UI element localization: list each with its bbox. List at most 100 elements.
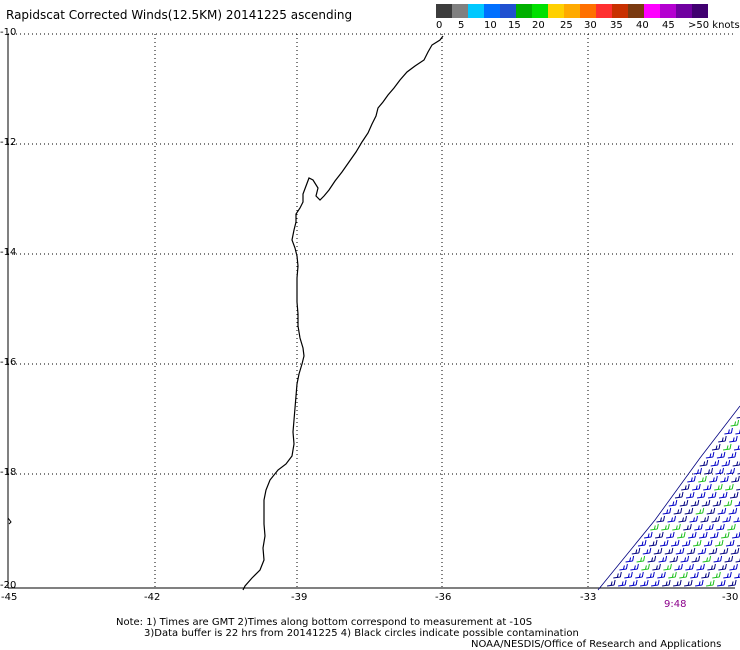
wind-barb	[706, 579, 715, 587]
wind-barbs	[7, 417, 740, 587]
wind-barb	[664, 547, 674, 555]
wind-barb	[695, 579, 704, 587]
wind-barb	[624, 571, 633, 579]
color-scale-labels: 0 5 10 15 20 25 30 35 40 45 >50 knots	[436, 18, 740, 32]
color-scale-label: 40	[636, 20, 649, 31]
wind-barb	[687, 475, 696, 483]
wind-barb	[629, 579, 638, 587]
wind-barb	[651, 579, 660, 587]
wind-barb	[661, 523, 670, 531]
wind-barb	[716, 451, 726, 459]
swath-edge	[597, 405, 740, 591]
wind-barb	[672, 523, 681, 531]
color-swatch	[660, 4, 676, 18]
wind-barb	[678, 515, 687, 523]
lon-label-45: -45	[1, 592, 18, 603]
wind-barb	[726, 467, 735, 475]
wind-barb	[685, 563, 694, 571]
color-swatch	[628, 4, 644, 18]
pass-time-label: 9:48	[664, 599, 687, 610]
wind-barb	[711, 515, 720, 523]
wind-barb	[673, 579, 682, 587]
wind-barb	[696, 563, 705, 571]
wind-barb	[722, 515, 731, 523]
wind-barb	[619, 563, 628, 571]
color-swatch	[596, 4, 612, 18]
wind-barb	[736, 417, 740, 419]
wind-barb	[675, 547, 685, 555]
lat-label-12: -12	[0, 137, 17, 148]
color-scale-label: 25	[560, 20, 573, 31]
wind-barb	[613, 571, 622, 579]
wind-barb	[727, 451, 737, 459]
color-swatch	[516, 4, 532, 18]
color-scale-swatches	[436, 4, 736, 18]
color-scale-label: 5	[458, 20, 465, 31]
wind-barb	[667, 515, 676, 523]
note-line-2: 3)Data buffer is 22 hrs from 20141225 4)…	[144, 628, 579, 639]
wind-barb	[658, 555, 668, 563]
color-swatch	[580, 4, 596, 18]
wind-barb	[736, 488, 740, 491]
wind-barb	[647, 555, 657, 563]
wind-barb	[724, 555, 734, 563]
wind-barb	[625, 555, 635, 563]
wind-barb	[631, 547, 641, 555]
wind-barb	[635, 571, 644, 579]
wind-barb	[653, 547, 663, 555]
wind-barb	[734, 573, 740, 579]
wind-barb	[688, 531, 697, 539]
wind-barb	[718, 435, 727, 443]
wind-barb	[708, 547, 718, 555]
wind-barb	[716, 523, 725, 531]
wind-barb	[668, 499, 678, 507]
lat-label-18: -18	[0, 467, 17, 478]
wind-barb	[679, 571, 688, 579]
wind-barb	[662, 507, 672, 515]
color-scale-label: 30	[584, 20, 597, 31]
wind-barb	[727, 523, 736, 531]
wind-barb	[693, 467, 702, 475]
wind-barb	[690, 499, 700, 507]
wind-barb	[699, 531, 708, 539]
wind-barb	[679, 499, 689, 507]
color-scale-label: 0	[436, 20, 443, 31]
color-swatch	[548, 4, 564, 18]
wind-barb	[706, 507, 716, 515]
color-scale-label: 10	[484, 20, 497, 31]
wind-barb	[724, 427, 733, 435]
color-swatch	[564, 4, 580, 18]
lat-lon-grid	[7, 33, 735, 589]
wind-barb	[720, 475, 729, 483]
wind-barb	[699, 459, 709, 467]
wind-barb	[657, 571, 666, 579]
lon-label-30: -30	[722, 592, 739, 603]
wind-barb	[696, 491, 706, 499]
lat-label-10: -10	[0, 27, 17, 38]
wind-barb	[690, 571, 699, 579]
wind-barb	[695, 507, 705, 515]
wind-barb	[684, 579, 693, 587]
wind-barb	[692, 483, 701, 491]
wind-barb	[729, 563, 738, 571]
wind-barb	[636, 555, 646, 563]
color-scale-label: 15	[508, 20, 521, 31]
wind-barb	[705, 523, 714, 531]
wind-barb	[723, 499, 733, 507]
wind-barb	[711, 443, 721, 451]
wind-barb	[630, 563, 639, 571]
color-swatch	[468, 4, 484, 18]
wind-barb	[728, 507, 738, 515]
color-swatch	[676, 4, 692, 18]
wind-barb	[717, 507, 727, 515]
wind-barb	[702, 555, 712, 563]
color-swatch	[612, 4, 628, 18]
wind-barb	[637, 539, 647, 547]
wind-barb	[719, 547, 729, 555]
wind-barb	[656, 515, 665, 523]
wind-barb	[709, 475, 718, 483]
color-swatch	[500, 4, 516, 18]
color-scale-label: 20	[532, 20, 545, 31]
wind-barb	[734, 501, 740, 507]
wind-barb	[714, 539, 724, 547]
